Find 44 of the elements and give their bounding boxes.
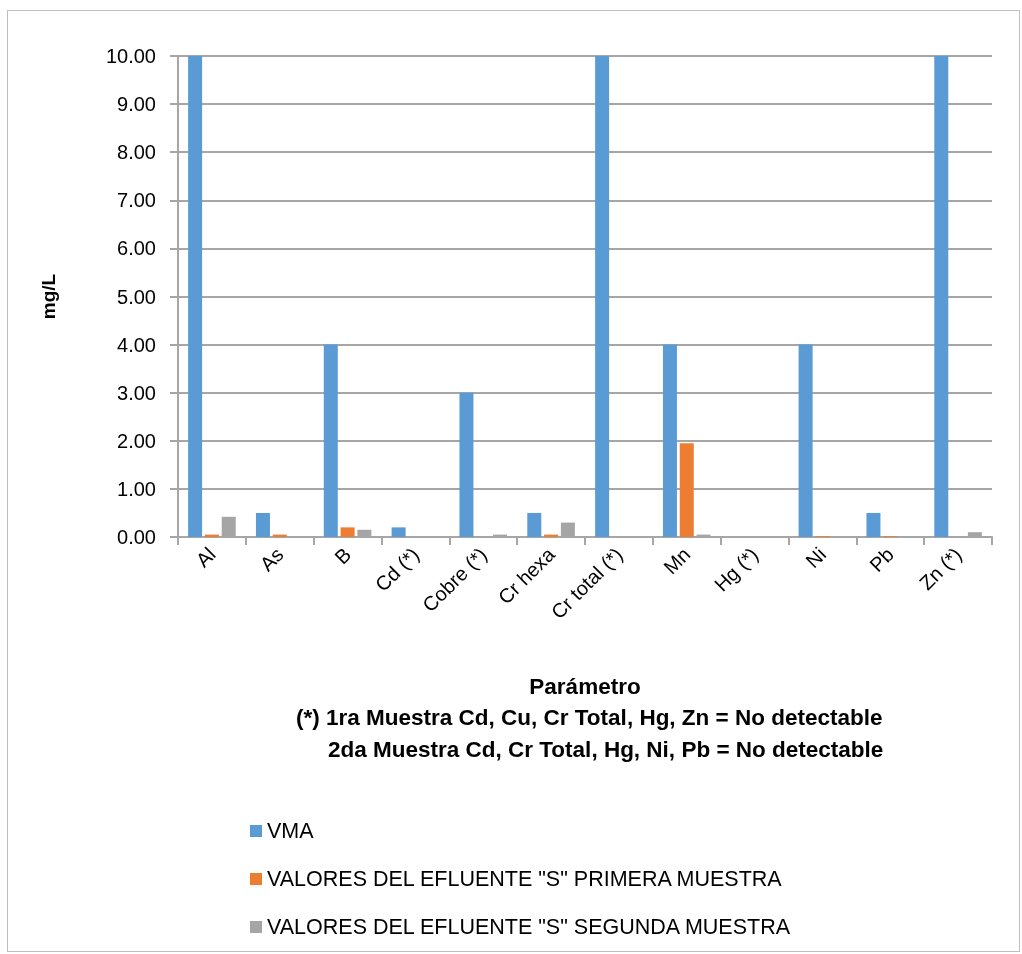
x-tick-label: Pb [865,543,899,577]
y-tick-label: 7.00 [117,189,156,212]
x-axis-title: Parámetro [529,674,641,699]
x-tick-label: Zn (*) [914,543,966,595]
y-tick-label: 1.00 [117,477,156,500]
y-tick-label: 10.00 [105,45,156,67]
bar [459,392,474,537]
legend-label: VMA [267,819,315,843]
y-tick-label: 3.00 [117,381,156,404]
text: (*) 1ra Muestra Cd, Cu, Cr Total, Hg, Zn = No detectable [296,705,883,730]
x-tick-label: B [330,543,356,569]
x-tick-label: Ni [801,543,831,573]
bar [323,344,338,537]
bar [934,56,949,537]
bar [391,527,406,537]
bar [798,344,813,537]
y-tick-label: 4.00 [117,333,156,356]
x-tick-label: Al [191,543,220,572]
bar [866,512,881,537]
y-tick-label: 6.00 [117,237,156,260]
y-tick-label: 2.00 [117,429,156,452]
bar [527,512,542,537]
x-tick-label: Mn [659,543,695,579]
bar [188,56,203,537]
legend-label: VALORES DEL EFLUENTE "S" SEGUNDA MUESTRA [267,915,791,939]
x-tick-label: As [255,543,288,576]
bar [595,56,610,537]
x-tick-label: Cd (*) [370,543,424,596]
y-axis-title: mg/L [38,273,59,320]
bar [679,443,694,537]
y-tick-label: 9.00 [117,93,156,116]
text: 2da Muestra Cd, Cr Total, Hg, Ni, Pb = No detectable [328,737,884,762]
bar [221,516,236,537]
y-tick-label: 8.00 [117,141,156,164]
y-tick-label: 0.00 [117,526,156,548]
bar [662,344,677,537]
x-tick-label: Hg (*) [709,543,763,596]
y-tick-label: 5.00 [117,285,156,308]
bar [255,512,270,537]
legend-label: VALORES DEL EFLUENTE "S" PRIMERA MUESTRA [267,867,783,891]
bar [560,522,575,537]
bar [340,527,355,537]
bar [357,529,372,537]
bar [967,532,982,537]
